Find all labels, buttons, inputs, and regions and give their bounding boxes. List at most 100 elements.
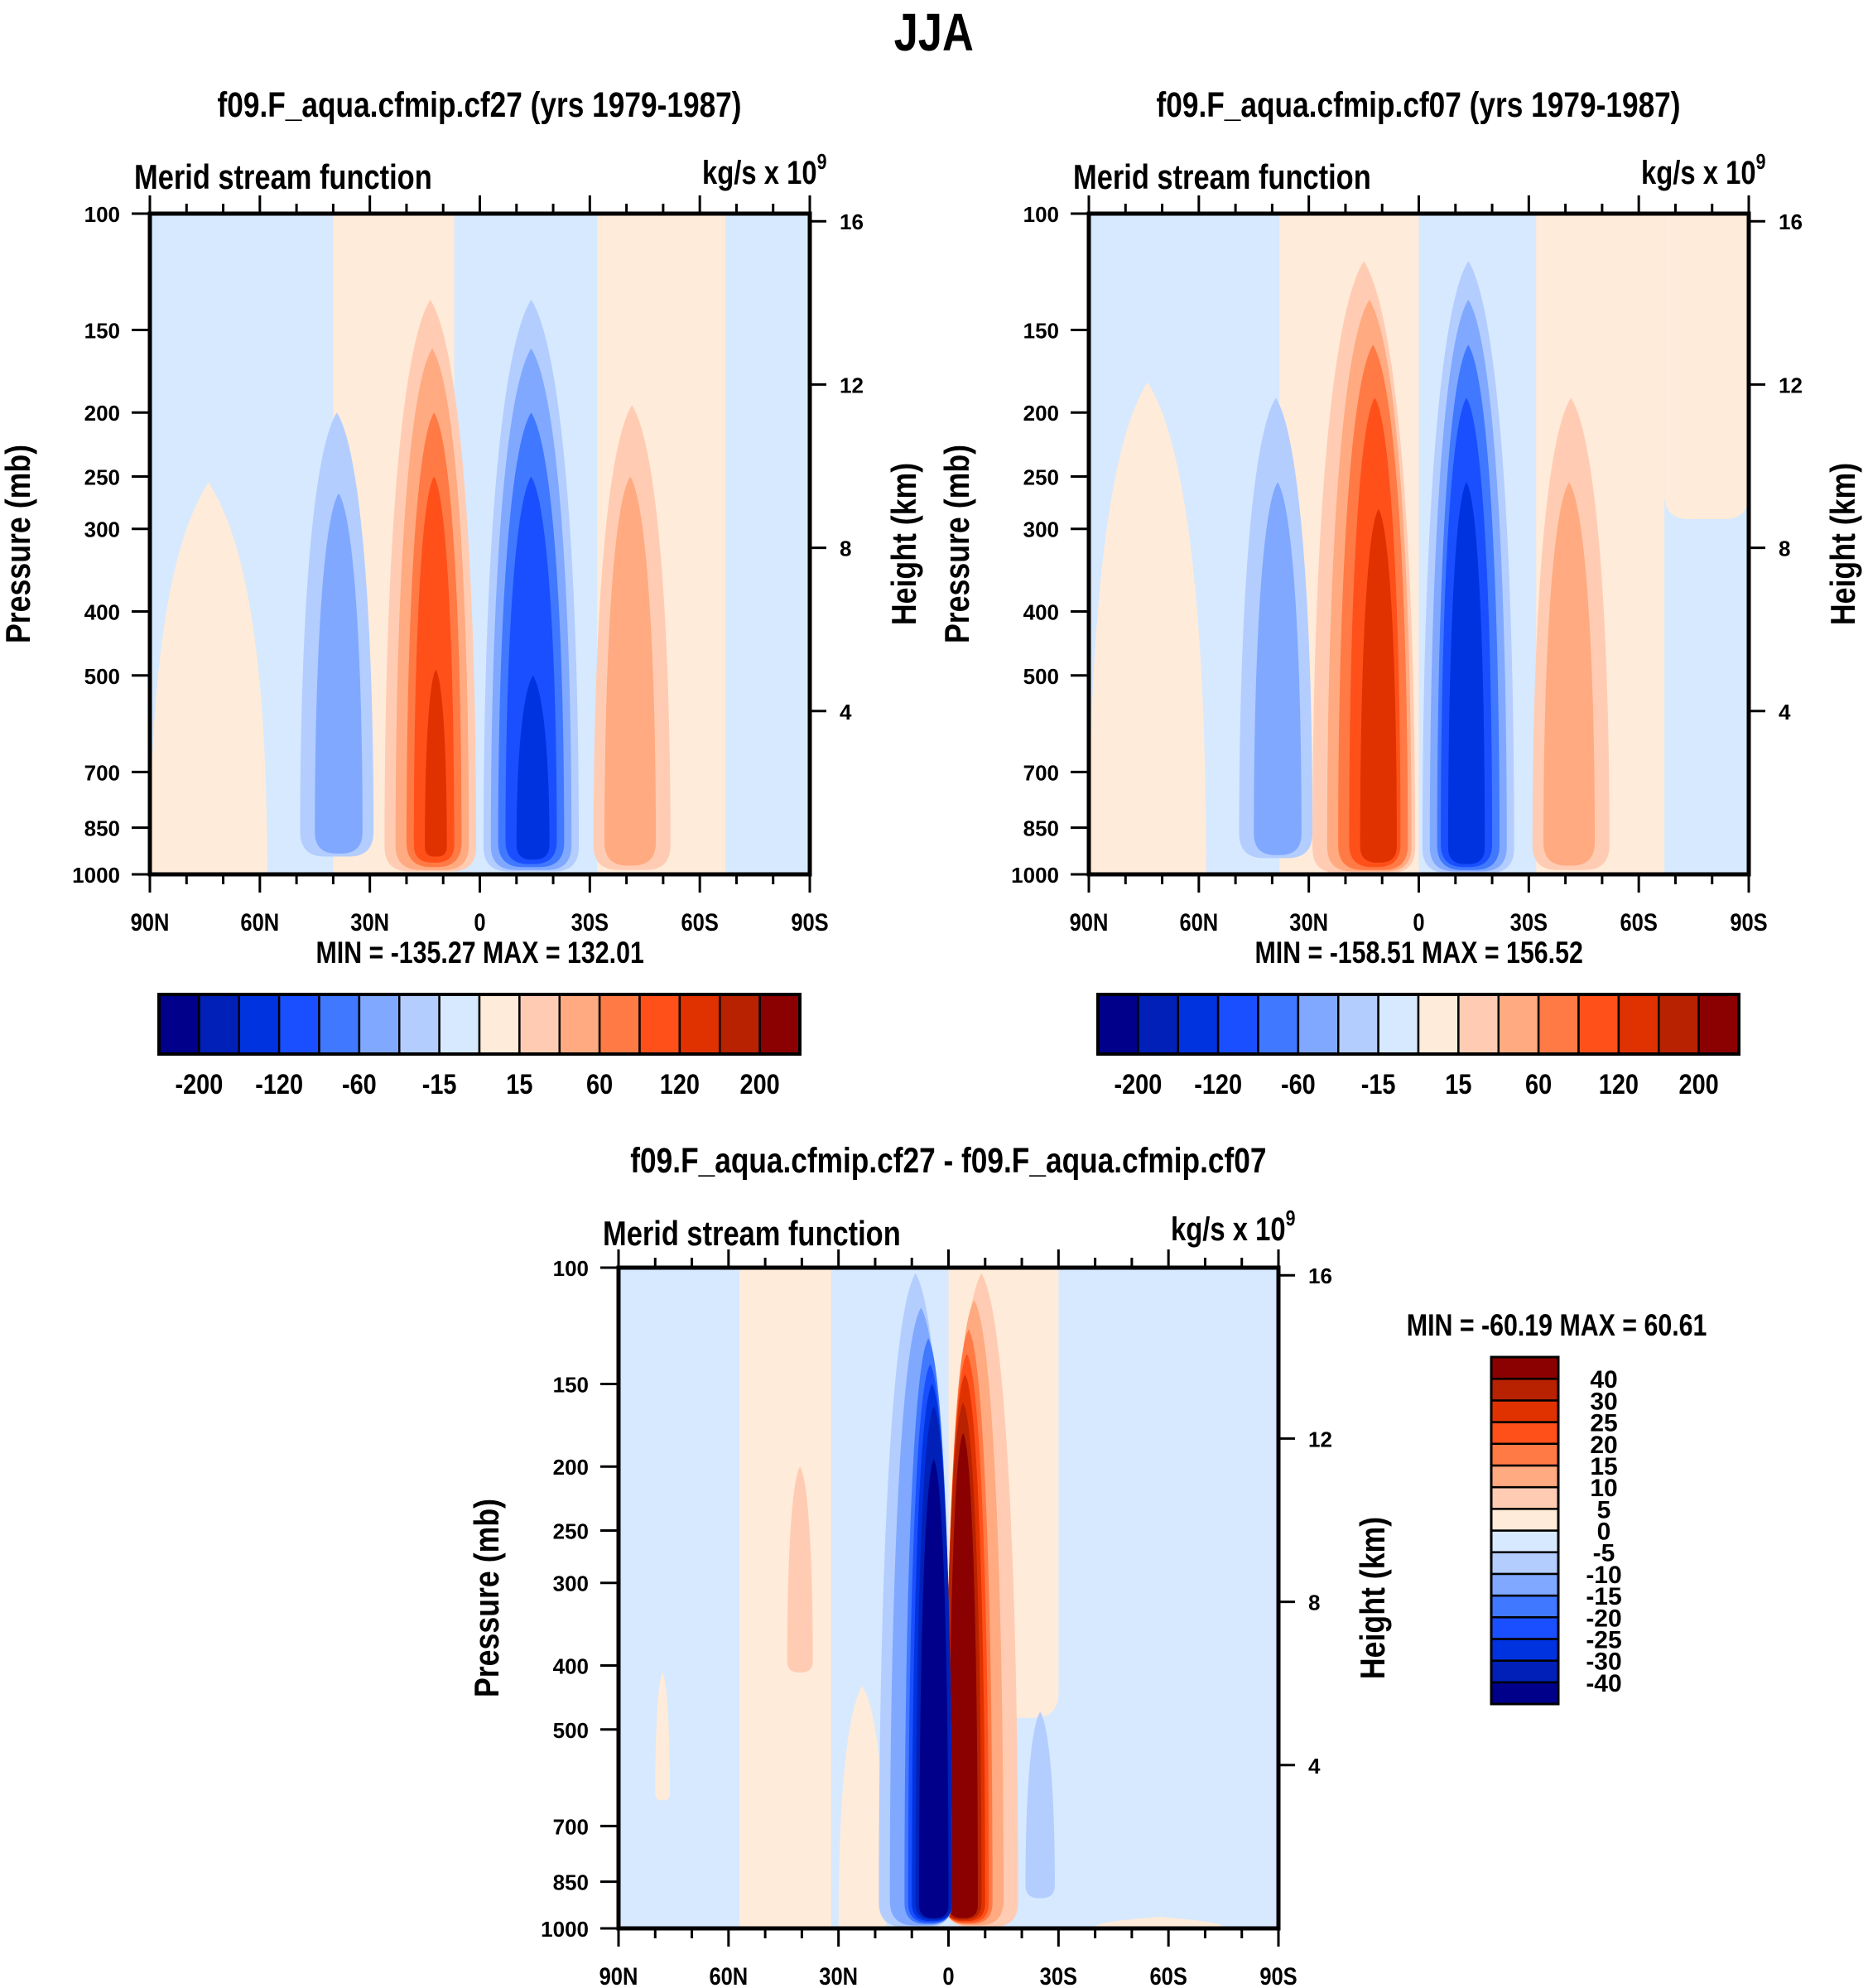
y-tick-label: 300 [1023, 517, 1059, 542]
colorbar-label: 20 [1590, 1432, 1617, 1459]
colorbar-box [1697, 993, 1740, 1056]
colorbar-cf27: -200 -120 -60 -15 15 60 120 200 [157, 993, 802, 1100]
colorbar-label: 30 [1590, 1388, 1617, 1415]
y-tick-label: 400 [1023, 599, 1059, 624]
colorbar-box [758, 993, 802, 1056]
subtitle-text: Merid stream function [134, 157, 432, 196]
colorbar-label: -200 [175, 1068, 223, 1100]
panel-title-cf27: f09.F_aqua.cfmip.cf27 (yrs 1979-1987) [150, 85, 810, 126]
subtitle-text: Merid stream function [603, 1214, 901, 1253]
colorbar-label: 10 [1590, 1475, 1617, 1502]
contour-region [948, 1432, 978, 1918]
units-text: kg/s x 10 [1640, 155, 1756, 191]
contour-region [655, 1673, 670, 1801]
colorbar-box [1337, 993, 1379, 1056]
contour-region [1447, 482, 1485, 864]
y-tick-label: 150 [84, 319, 120, 344]
contour-region [315, 493, 363, 854]
x-tick-label: 60N [709, 1962, 748, 1988]
colorbar-label: 120 [660, 1068, 700, 1100]
panel-units-cf27: kg/s x 109 [628, 149, 826, 192]
x-tick-label: 0 [474, 908, 485, 936]
units-exponent: 9 [1755, 149, 1765, 174]
plot-diff: 90N 60N 30N 0 30S 60S 90S 100 150 200 250 300 400 500… [468, 1249, 1393, 1988]
contour-field [1089, 214, 1749, 874]
contour-region [1089, 382, 1206, 874]
figure-title: JJA [0, 2, 1868, 63]
panel-title-text: f09.F_aqua.cfmip.cf07 (yrs 1979-1987) [1156, 85, 1682, 125]
x-tick-label: 60S [1149, 1962, 1187, 1988]
x-tick-label: 60S [1620, 908, 1657, 936]
colorbar-box [277, 993, 320, 1056]
panel-title-text: f09.F_aqua.cfmip.cf27 (yrs 1979-1987) [217, 85, 743, 125]
x-tick-label: 90N [1070, 908, 1109, 936]
colorbar-box [1137, 993, 1179, 1056]
colorbar-box [1216, 993, 1259, 1056]
x-tick-label: 0 [942, 1962, 954, 1988]
panel-subtitle-left-diff: Merid stream function [603, 1214, 966, 1254]
colorbar-label: -15 [422, 1068, 457, 1100]
colorbar-box [558, 993, 601, 1056]
colorbar-box [198, 993, 240, 1056]
y2-tick-label: 12 [1308, 1427, 1332, 1451]
y-tick-label: 200 [1023, 401, 1059, 426]
y2-tick-label: 16 [840, 209, 864, 234]
minmax-text: MIN = -158.51 MAX = 156.52 [1254, 936, 1583, 970]
colorbar-box [1490, 1464, 1560, 1489]
y-tick-label: 500 [553, 1718, 589, 1743]
x-tick-label: 30S [1040, 1962, 1077, 1988]
y-tick-label: 850 [1023, 816, 1059, 841]
y-tick-label: 700 [84, 760, 120, 785]
y-tick-label: 700 [1023, 760, 1059, 785]
minmax-cf07: MIN = -158.51 MAX = 156.52 [1089, 936, 1749, 970]
colorbar-box [1490, 1377, 1560, 1402]
y-tick-label: 700 [553, 1814, 589, 1839]
colorbar-box [157, 993, 200, 1056]
y2-tick-label: 12 [840, 373, 864, 397]
contour-region [516, 675, 550, 860]
colorbar-label: 15 [1445, 1068, 1471, 1100]
panel-units-diff: kg/s x 109 [1096, 1206, 1295, 1249]
minmax-diff: MIN = -60.19 MAX = 60.61 [1358, 1308, 1755, 1343]
colorbar-box [1257, 993, 1300, 1056]
plot-cf07: 90N 60N 30N 0 30S 60S 90S 100 150 200 250 300 400 500… [938, 195, 1863, 936]
y2-tick-label: 12 [1779, 373, 1803, 397]
x-tick-label: 30S [571, 908, 609, 936]
y-tick-label: 100 [553, 1256, 589, 1281]
y-tick-label: 200 [84, 401, 120, 426]
colorbar-box [1490, 1681, 1560, 1706]
colorbar-box [598, 993, 641, 1056]
y2-axis-label: Height (km) [1354, 1517, 1392, 1679]
colorbar-box [398, 993, 441, 1056]
colorbar-label: 0 [1597, 1519, 1611, 1546]
contour-field [619, 1268, 1278, 1928]
panel-title-cf07: f09.F_aqua.cfmip.cf07 (yrs 1979-1987) [1089, 85, 1749, 126]
contour-region [1025, 1711, 1055, 1899]
contour-region [1664, 214, 1749, 519]
colorbar-frame [1096, 993, 1740, 1056]
y-tick-label: 100 [1023, 202, 1059, 227]
x-tick-label: 60S [681, 908, 718, 936]
y2-tick-label: 8 [840, 537, 851, 561]
colorbar-box [1490, 1594, 1560, 1619]
colorbar-box [358, 993, 401, 1056]
colorbar-box [1537, 993, 1580, 1056]
x-tick-label: 90S [1730, 908, 1767, 936]
colorbar-box [1490, 1399, 1560, 1423]
contour-region [1254, 482, 1302, 855]
colorbar-box [1497, 993, 1540, 1056]
colorbar-box [1490, 1638, 1560, 1662]
x-tick-label: 60N [1179, 908, 1218, 936]
y-tick-label: 400 [84, 599, 120, 624]
colorbar-label: 15 [1590, 1453, 1617, 1480]
colorbar-frame [1490, 1355, 1560, 1706]
colorbar-box [719, 993, 761, 1056]
y-tick-label: 1000 [1011, 863, 1059, 888]
contour-region [838, 1686, 887, 1928]
colorbar-label: 200 [740, 1068, 780, 1100]
colorbar-label: 5 [1597, 1496, 1611, 1523]
y-tick-label: 100 [84, 202, 120, 227]
colorbar-box [1490, 1355, 1560, 1380]
x-tick-label: 90N [131, 908, 170, 936]
